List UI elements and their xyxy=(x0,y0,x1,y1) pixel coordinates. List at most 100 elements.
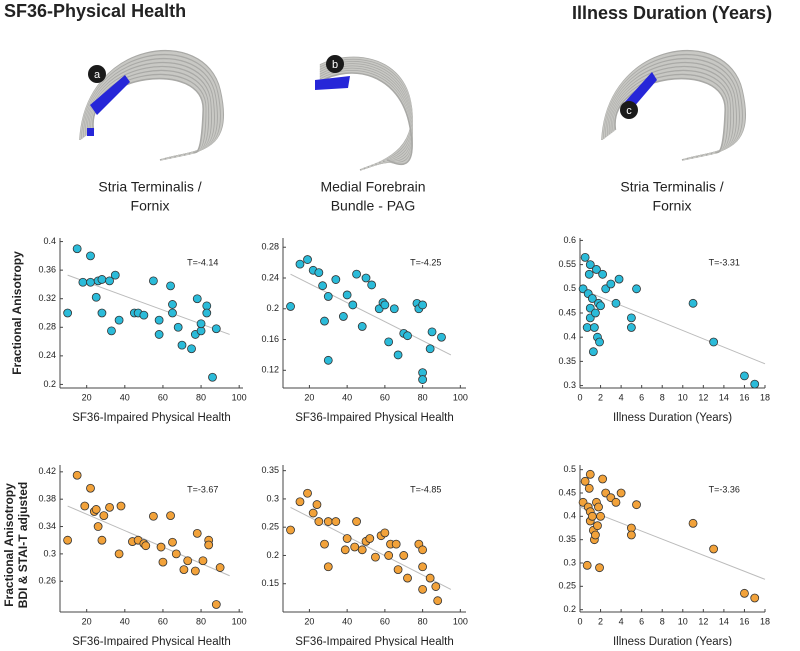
point xyxy=(211,324,221,334)
x-tick-label: 80 xyxy=(196,392,206,402)
y-tick-label: 0.28 xyxy=(38,322,56,332)
trend-line xyxy=(579,506,766,580)
y-tick-label: 0.36 xyxy=(38,265,56,275)
point xyxy=(323,292,333,301)
point xyxy=(211,600,221,609)
point xyxy=(580,476,590,486)
point xyxy=(141,541,151,551)
x-tick-label: 20 xyxy=(304,392,314,402)
point xyxy=(595,563,604,573)
point xyxy=(318,281,328,291)
row-label: Fractional Anisotropy xyxy=(10,251,24,375)
annotation: T=-4.14 xyxy=(187,257,218,267)
point xyxy=(114,315,124,325)
point xyxy=(393,350,403,360)
point xyxy=(688,298,698,308)
x-tick-label: 80 xyxy=(418,616,428,626)
point xyxy=(418,545,428,555)
x-tick-label: 80 xyxy=(418,392,428,402)
y-tick-label: 0.25 xyxy=(261,522,279,532)
point xyxy=(93,522,103,531)
point xyxy=(750,379,760,389)
point xyxy=(587,294,597,303)
point xyxy=(80,501,90,511)
x-tick-label: 18 xyxy=(760,392,770,402)
caption: Fornix xyxy=(653,198,692,214)
marker-label: a xyxy=(94,69,101,81)
y-tick-label: 0.24 xyxy=(38,350,56,360)
point xyxy=(596,301,605,311)
point xyxy=(63,308,73,318)
x-tick-label: 12 xyxy=(698,616,708,626)
point xyxy=(418,300,428,310)
tract-highlight xyxy=(315,76,350,90)
x-tick-label: 8 xyxy=(660,616,665,626)
y-tick-label: 0.5 xyxy=(563,283,576,293)
trend-line xyxy=(290,273,452,356)
point xyxy=(149,276,158,286)
point xyxy=(389,304,399,314)
point xyxy=(149,511,158,521)
point xyxy=(114,549,124,559)
point xyxy=(350,542,360,552)
point xyxy=(116,501,126,511)
point xyxy=(433,596,443,606)
y-tick-label: 0.26 xyxy=(38,576,56,586)
point xyxy=(63,535,73,545)
point xyxy=(295,259,305,269)
y-tick-label: 0.5 xyxy=(563,464,576,474)
point xyxy=(418,562,428,572)
row-label: Fractional Anisotropy xyxy=(2,483,16,607)
point xyxy=(588,347,598,357)
y-tick-label: 0.24 xyxy=(261,272,279,282)
point xyxy=(393,565,403,574)
point xyxy=(342,290,352,300)
point xyxy=(320,539,329,549)
point xyxy=(584,269,594,279)
point xyxy=(72,244,82,254)
point xyxy=(105,502,114,512)
point xyxy=(632,284,641,294)
point xyxy=(709,337,719,347)
point xyxy=(596,511,605,521)
marker-label: c xyxy=(626,105,632,117)
point xyxy=(365,534,375,543)
y-tick-label: 0.2 xyxy=(266,303,279,313)
y-tick-label: 0.45 xyxy=(558,307,576,317)
marker-badge xyxy=(326,55,344,73)
x-tick-label: 40 xyxy=(120,616,130,626)
annotation: T=-3.67 xyxy=(187,484,218,494)
point xyxy=(611,497,621,507)
point xyxy=(192,294,202,304)
marker-badge xyxy=(620,101,638,119)
y-tick-label: 0.35 xyxy=(558,534,576,544)
point xyxy=(323,562,333,572)
tract-highlight xyxy=(90,75,130,115)
point xyxy=(431,582,441,591)
y-tick-label: 0.3 xyxy=(563,557,576,567)
y-tick-label: 0.2 xyxy=(266,550,279,560)
point xyxy=(323,517,333,526)
point xyxy=(437,332,446,342)
y-tick-label: 0.4 xyxy=(563,511,576,521)
x-tick-label: 60 xyxy=(380,392,390,402)
point xyxy=(340,545,350,555)
point xyxy=(331,275,341,284)
y-tick-label: 0.35 xyxy=(261,465,279,475)
point xyxy=(323,355,333,365)
header: Illness Duration (Years) xyxy=(572,3,772,23)
brain-image: b xyxy=(315,55,413,171)
x-tick-label: 20 xyxy=(304,616,314,626)
point xyxy=(320,316,329,326)
point xyxy=(357,322,367,331)
tract-highlight xyxy=(87,128,94,136)
y-tick-label: 0.2 xyxy=(43,379,56,389)
point xyxy=(196,319,206,329)
point xyxy=(72,470,82,480)
x-tick-label: 16 xyxy=(739,616,749,626)
point xyxy=(308,508,318,518)
x-tick-label: 40 xyxy=(342,616,352,626)
point xyxy=(384,337,394,347)
point xyxy=(99,511,109,520)
point xyxy=(587,511,597,521)
